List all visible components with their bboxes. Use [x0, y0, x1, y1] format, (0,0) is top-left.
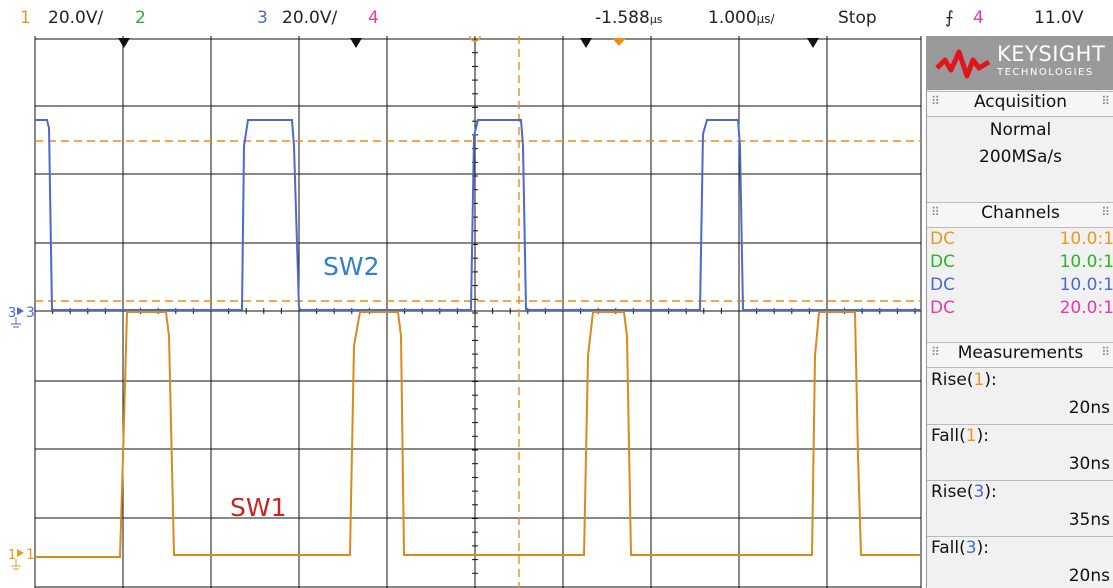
- marker-triangle-1: [118, 38, 130, 48]
- trigger-markers: [118, 38, 819, 48]
- ch1-scale[interactable]: 20.0V/: [48, 8, 104, 28]
- measurement-4-label[interactable]: Fall(3):: [931, 538, 989, 558]
- measurement-3-value: 35ns: [1068, 510, 1110, 530]
- center-time-marker: [469, 36, 481, 42]
- marker-triangle-3: [580, 38, 592, 48]
- ch3-scale[interactable]: 20.0V/: [282, 8, 338, 28]
- svg-text:1: 1: [26, 547, 35, 563]
- ch1-waveform: [35, 311, 921, 558]
- measurement-2-value: 30ns: [1068, 454, 1110, 474]
- measurements-header[interactable]: ⠿ Measurements ⠿: [927, 342, 1113, 368]
- trigger-edge-icon: ⨍: [945, 8, 954, 28]
- ch1-ground-marker[interactable]: 1 1: [8, 547, 35, 570]
- run-state[interactable]: Stop: [838, 8, 877, 28]
- channel-row-1[interactable]: DC 10.0:1: [930, 229, 1113, 249]
- ch3-number[interactable]: 3: [257, 8, 268, 28]
- sw1-label: SW1: [230, 493, 287, 522]
- measurement-3-label[interactable]: Rise(3):: [931, 482, 997, 502]
- marker-triangle-4: [807, 38, 819, 48]
- ch3-ground-marker[interactable]: 3 3: [8, 305, 35, 328]
- keysight-logo: KEYSIGHT TECHNOLOGIES: [927, 36, 1113, 90]
- timebase[interactable]: 1.000µs/: [708, 8, 775, 28]
- cursors[interactable]: [35, 36, 921, 588]
- trigger-channel[interactable]: 4: [973, 8, 984, 28]
- ch3-waveform: [35, 119, 921, 311]
- measurement-4-value: 20ns: [1068, 566, 1110, 586]
- brand-sub: TECHNOLOGIES: [997, 67, 1094, 78]
- sw2-label: SW2: [323, 252, 380, 281]
- trigger-position-marker: [612, 38, 626, 46]
- measurement-1-label[interactable]: Rise(1):: [931, 370, 997, 390]
- trigger-level[interactable]: 11.0V: [1034, 8, 1084, 28]
- status-bar: 1 20.0V/ 2 3 20.0V/ 4 -1.588µs 1.000µs/ …: [0, 0, 1113, 36]
- side-panel: KEYSIGHT TECHNOLOGIES ⠿ Acquisition ⠿ No…: [926, 36, 1113, 588]
- measurement-2-label[interactable]: Fall(1):: [931, 426, 989, 446]
- axis-ticks: [34, 38, 916, 588]
- svg-text:1: 1: [8, 548, 16, 563]
- measurement-1-value: 20ns: [1068, 398, 1110, 418]
- ch2-number[interactable]: 2: [135, 8, 146, 28]
- svg-text:3: 3: [26, 305, 35, 321]
- ch1-number[interactable]: 1: [20, 8, 31, 28]
- brand-name: KEYSIGHT: [997, 42, 1106, 66]
- channels-header[interactable]: ⠿ Channels ⠿: [927, 202, 1113, 228]
- time-offset[interactable]: -1.588µs: [595, 8, 663, 28]
- acquisition-header[interactable]: ⠿ Acquisition ⠿: [927, 91, 1113, 117]
- svg-text:3: 3: [8, 306, 16, 321]
- channel-row-3[interactable]: DC 10.0:1: [930, 275, 1113, 295]
- channel-row-2[interactable]: DC 10.0:1: [930, 252, 1113, 272]
- keysight-wave-icon: [935, 49, 991, 79]
- waveform-display[interactable]: 3 3 1 1 SW2 SW1: [0, 36, 922, 588]
- acquisition-mode: Normal: [989, 120, 1052, 140]
- acquisition-rate: 200MSa/s: [979, 147, 1062, 167]
- channel-row-4[interactable]: DC 20.0:1: [930, 298, 1113, 318]
- marker-triangle-2: [350, 38, 362, 48]
- ch4-number[interactable]: 4: [368, 8, 379, 28]
